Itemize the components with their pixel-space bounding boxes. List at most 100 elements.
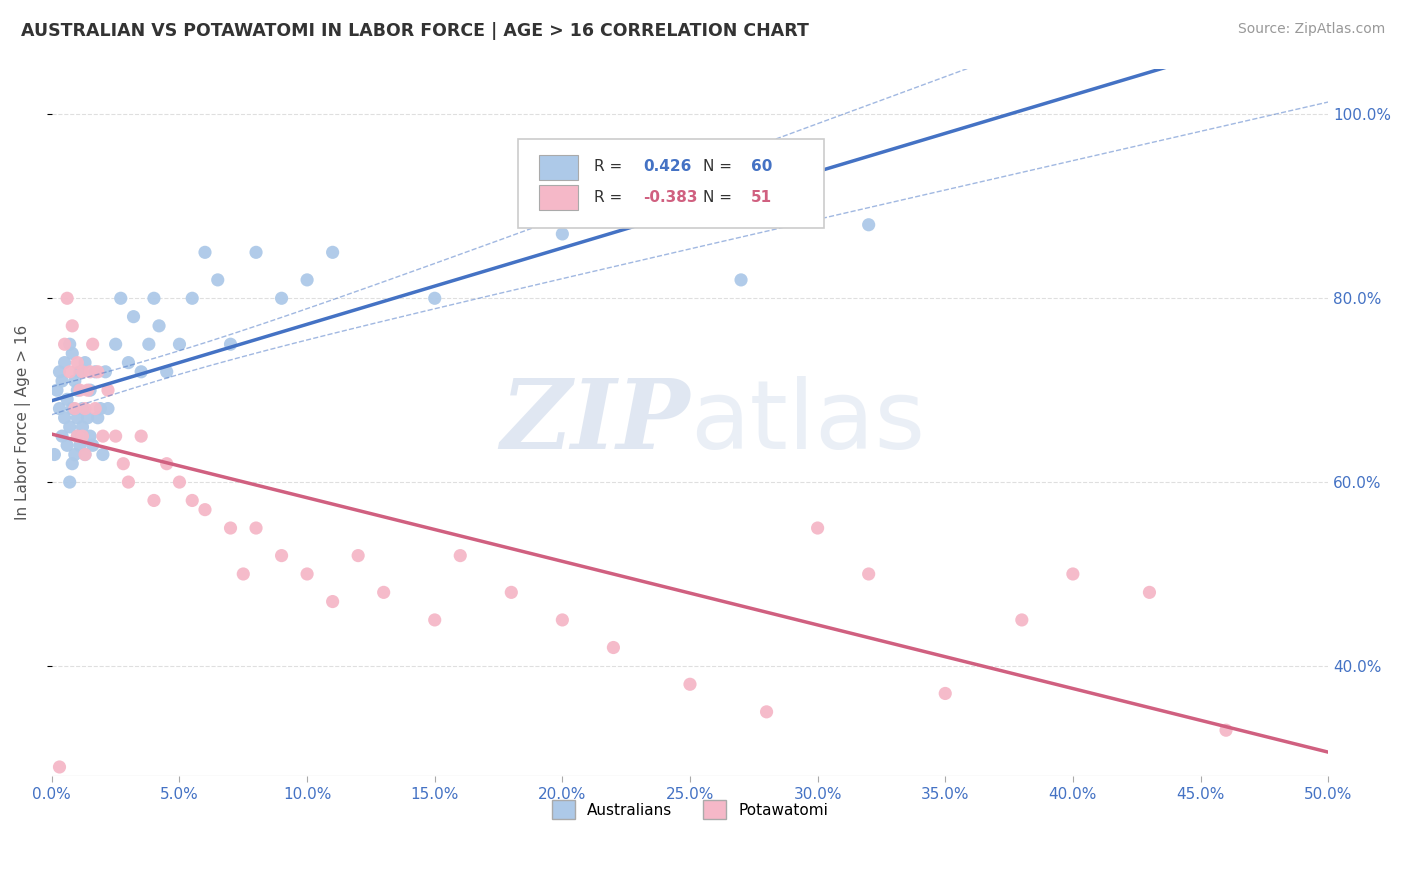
Point [59,420,82,434]
Point [63,448,86,462]
Point [1062,566,1084,581]
Point [69,438,91,452]
Point [59,365,82,379]
Point [295,273,318,287]
Text: ZIP: ZIP [501,376,690,469]
Point [53,410,76,425]
Point [60,318,83,333]
Point [807,521,830,535]
Point [245,245,267,260]
Point [73,448,96,462]
Point [270,291,292,305]
Point [117,475,139,489]
Point [60,401,83,416]
Point [73,401,96,416]
Point [87,410,110,425]
Point [89,401,111,416]
Text: N =: N = [703,190,737,205]
Point [322,245,344,260]
Point [627,199,650,213]
Point [129,365,152,379]
Point [194,502,217,516]
Point [66,410,89,425]
Point [207,273,229,287]
Point [51,374,73,388]
Point [66,429,89,443]
Point [73,448,96,462]
Point [48,401,70,416]
Text: 51: 51 [751,190,772,205]
Text: N =: N = [703,159,737,174]
Point [56,438,79,452]
Point [82,337,104,351]
Point [373,585,395,599]
Point [87,365,110,379]
Point [1215,723,1237,738]
Point [181,291,204,305]
Point [858,218,880,232]
Point [169,475,191,489]
Point [104,429,127,443]
Point [858,566,880,581]
Point [551,227,574,241]
Point [76,410,98,425]
Point [122,310,145,324]
Point [73,356,96,370]
Text: R =: R = [595,190,627,205]
Point [79,383,101,397]
Point [755,705,778,719]
Point [449,549,471,563]
Text: R =: R = [595,159,627,174]
Point [104,337,127,351]
Point [219,337,242,351]
Point [602,640,624,655]
Point [84,401,107,416]
Legend: Australians, Potawatomi: Australians, Potawatomi [546,794,834,825]
Point [60,457,83,471]
Point [66,383,89,397]
Point [63,374,86,388]
Point [156,457,179,471]
Point [110,291,132,305]
Point [72,429,94,443]
Point [48,760,70,774]
Point [551,613,574,627]
Point [1139,585,1161,599]
Point [48,365,70,379]
FancyBboxPatch shape [540,155,578,179]
Point [82,438,104,452]
Point [97,401,120,416]
Text: AUSTRALIAN VS POTAWATOMI IN LABOR FORCE | AGE > 16 CORRELATION CHART: AUSTRALIAN VS POTAWATOMI IN LABOR FORCE … [21,22,808,40]
Point [72,420,94,434]
Point [270,549,292,563]
Point [679,677,702,691]
Text: Source: ZipAtlas.com: Source: ZipAtlas.com [1237,22,1385,37]
Point [501,585,523,599]
Point [169,337,191,351]
Point [97,383,120,397]
Point [194,245,217,260]
Point [53,337,76,351]
Point [72,401,94,416]
Point [232,566,254,581]
Point [69,365,91,379]
Point [66,356,89,370]
Point [44,448,66,462]
Point [295,566,318,581]
Point [79,365,101,379]
Point [730,273,752,287]
Point [1011,613,1033,627]
Point [59,475,82,489]
Point [322,594,344,608]
Point [156,365,179,379]
Point [142,493,165,508]
Y-axis label: In Labor Force | Age > 16: In Labor Force | Age > 16 [15,325,31,520]
FancyBboxPatch shape [517,139,824,227]
Point [138,337,160,351]
Point [219,521,242,535]
Point [347,549,370,563]
Point [129,429,152,443]
Point [84,365,107,379]
Point [423,291,446,305]
Point [117,356,139,370]
